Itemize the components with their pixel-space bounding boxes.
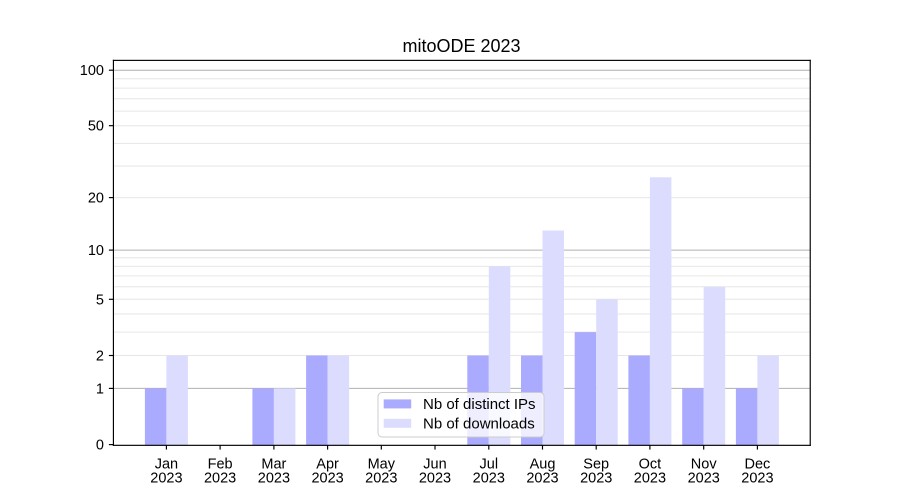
svg-text:Apr: Apr	[316, 456, 339, 472]
svg-text:Feb: Feb	[208, 456, 233, 472]
svg-text:2023: 2023	[365, 470, 397, 486]
svg-text:20: 20	[88, 191, 104, 207]
svg-text:Nb of downloads: Nb of downloads	[423, 415, 535, 432]
svg-text:100: 100	[80, 63, 104, 79]
svg-text:Nov: Nov	[691, 456, 718, 472]
svg-text:0: 0	[96, 438, 104, 454]
svg-text:Jul: Jul	[480, 456, 499, 472]
svg-text:5: 5	[96, 292, 104, 308]
svg-text:Dec: Dec	[745, 456, 771, 472]
svg-text:50: 50	[88, 119, 104, 135]
svg-text:2023: 2023	[419, 470, 451, 486]
svg-text:Nb of distinct IPs: Nb of distinct IPs	[423, 396, 536, 413]
svg-text:Sep: Sep	[583, 456, 609, 472]
svg-text:2023: 2023	[526, 470, 558, 486]
svg-text:2023: 2023	[634, 470, 666, 486]
svg-text:2023: 2023	[204, 470, 236, 486]
svg-text:mitoODE 2023: mitoODE 2023	[402, 36, 520, 56]
svg-text:2023: 2023	[741, 470, 773, 486]
svg-text:1: 1	[96, 381, 104, 397]
svg-text:10: 10	[88, 243, 104, 259]
svg-text:Aug: Aug	[530, 456, 556, 472]
svg-text:2023: 2023	[150, 470, 182, 486]
svg-text:2023: 2023	[311, 470, 343, 486]
svg-text:2023: 2023	[473, 470, 505, 486]
svg-text:Jan: Jan	[155, 456, 178, 472]
svg-text:2023: 2023	[580, 470, 612, 486]
svg-text:2: 2	[96, 349, 104, 365]
svg-text:2023: 2023	[258, 470, 290, 486]
svg-text:Jun: Jun	[423, 456, 446, 472]
svg-text:Oct: Oct	[639, 456, 662, 472]
svg-text:2023: 2023	[688, 470, 720, 486]
svg-text:Mar: Mar	[261, 456, 286, 472]
svg-text:May: May	[368, 456, 396, 472]
